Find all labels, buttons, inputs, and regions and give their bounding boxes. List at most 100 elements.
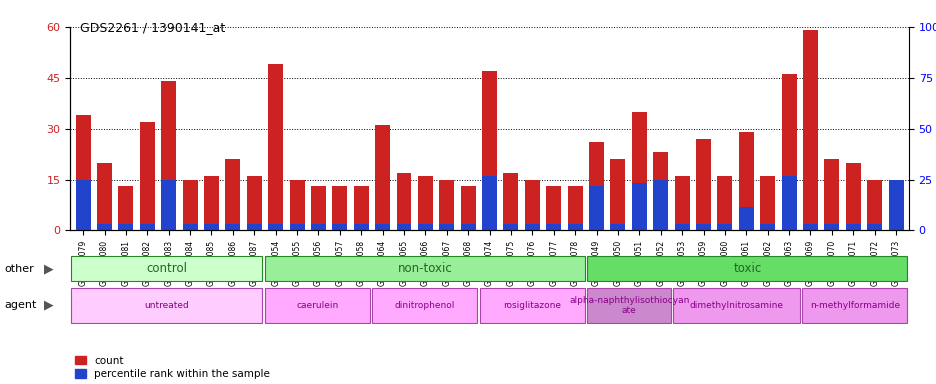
Bar — [845, 223, 860, 230]
Bar — [631, 112, 646, 230]
Text: alpha-naphthylisothiocyan
ate: alpha-naphthylisothiocyan ate — [568, 296, 689, 315]
Bar — [503, 223, 518, 230]
Text: caerulein: caerulein — [296, 301, 338, 310]
Bar — [374, 125, 389, 230]
Bar — [845, 162, 860, 230]
Bar — [524, 223, 539, 230]
Bar — [587, 257, 906, 281]
Bar — [587, 288, 670, 323]
Bar — [887, 180, 902, 230]
Bar — [546, 186, 561, 230]
Bar — [866, 223, 881, 230]
Bar — [546, 223, 561, 230]
Bar — [354, 186, 369, 230]
Text: GDS2261 / 1390141_at: GDS2261 / 1390141_at — [80, 21, 225, 34]
Bar — [97, 223, 112, 230]
Bar — [802, 30, 817, 230]
Bar — [461, 186, 475, 230]
Bar — [738, 132, 753, 230]
Bar — [354, 223, 369, 230]
Bar — [589, 142, 604, 230]
Bar — [71, 257, 262, 281]
Text: untreated: untreated — [144, 301, 189, 310]
Bar — [226, 159, 241, 230]
Text: toxic: toxic — [733, 262, 761, 275]
Bar — [204, 223, 219, 230]
Bar — [372, 288, 476, 323]
Bar — [311, 186, 326, 230]
Bar — [76, 180, 91, 230]
Bar — [717, 223, 732, 230]
Bar — [396, 223, 411, 230]
Bar — [183, 180, 197, 230]
Bar — [439, 223, 454, 230]
Bar — [631, 183, 646, 230]
Bar — [589, 186, 604, 230]
Bar — [204, 176, 219, 230]
Text: ▶: ▶ — [44, 299, 53, 312]
Text: dinitrophenol: dinitrophenol — [394, 301, 455, 310]
Bar — [674, 223, 689, 230]
Bar — [695, 139, 710, 230]
Bar — [268, 223, 283, 230]
Text: other: other — [5, 264, 35, 274]
Bar — [824, 159, 839, 230]
Bar — [268, 64, 283, 230]
Bar — [503, 173, 518, 230]
Bar — [396, 173, 411, 230]
Text: n-methylformamide: n-methylformamide — [810, 301, 899, 310]
Bar — [461, 223, 475, 230]
Bar — [118, 186, 133, 230]
Bar — [374, 223, 389, 230]
Bar — [567, 186, 582, 230]
Text: ▶: ▶ — [44, 262, 53, 275]
Bar — [289, 223, 304, 230]
Text: control: control — [146, 262, 187, 275]
Bar — [887, 180, 902, 230]
Bar — [759, 223, 774, 230]
Bar — [672, 288, 798, 323]
Bar — [524, 180, 539, 230]
Bar — [802, 223, 817, 230]
Bar — [332, 223, 347, 230]
Bar — [118, 223, 133, 230]
Bar — [801, 288, 906, 323]
Bar — [226, 223, 241, 230]
Bar — [652, 152, 667, 230]
Bar — [311, 223, 326, 230]
Bar — [76, 115, 91, 230]
Bar — [567, 223, 582, 230]
Bar — [417, 176, 432, 230]
Bar — [246, 176, 261, 230]
Bar — [139, 122, 154, 230]
Bar — [609, 159, 624, 230]
Bar — [71, 288, 262, 323]
Bar — [482, 71, 496, 230]
Legend: count, percentile rank within the sample: count, percentile rank within the sample — [76, 356, 270, 379]
Text: rosiglitazone: rosiglitazone — [503, 301, 561, 310]
Bar — [264, 288, 369, 323]
Bar — [439, 180, 454, 230]
Bar — [161, 180, 176, 230]
Bar — [139, 223, 154, 230]
Bar — [695, 223, 710, 230]
Text: non-toxic: non-toxic — [397, 262, 452, 275]
Bar — [609, 223, 624, 230]
Bar — [417, 223, 432, 230]
Bar — [652, 180, 667, 230]
Bar — [781, 176, 796, 230]
Bar — [738, 207, 753, 230]
Text: dimethylnitrosamine: dimethylnitrosamine — [689, 301, 783, 310]
Bar — [781, 74, 796, 230]
Bar — [183, 223, 197, 230]
Bar — [759, 176, 774, 230]
Bar — [161, 81, 176, 230]
Bar — [97, 162, 112, 230]
Text: agent: agent — [5, 300, 37, 310]
Bar — [289, 180, 304, 230]
Bar — [246, 223, 261, 230]
Bar — [479, 288, 584, 323]
Bar — [824, 223, 839, 230]
Bar — [866, 180, 881, 230]
Bar — [264, 257, 584, 281]
